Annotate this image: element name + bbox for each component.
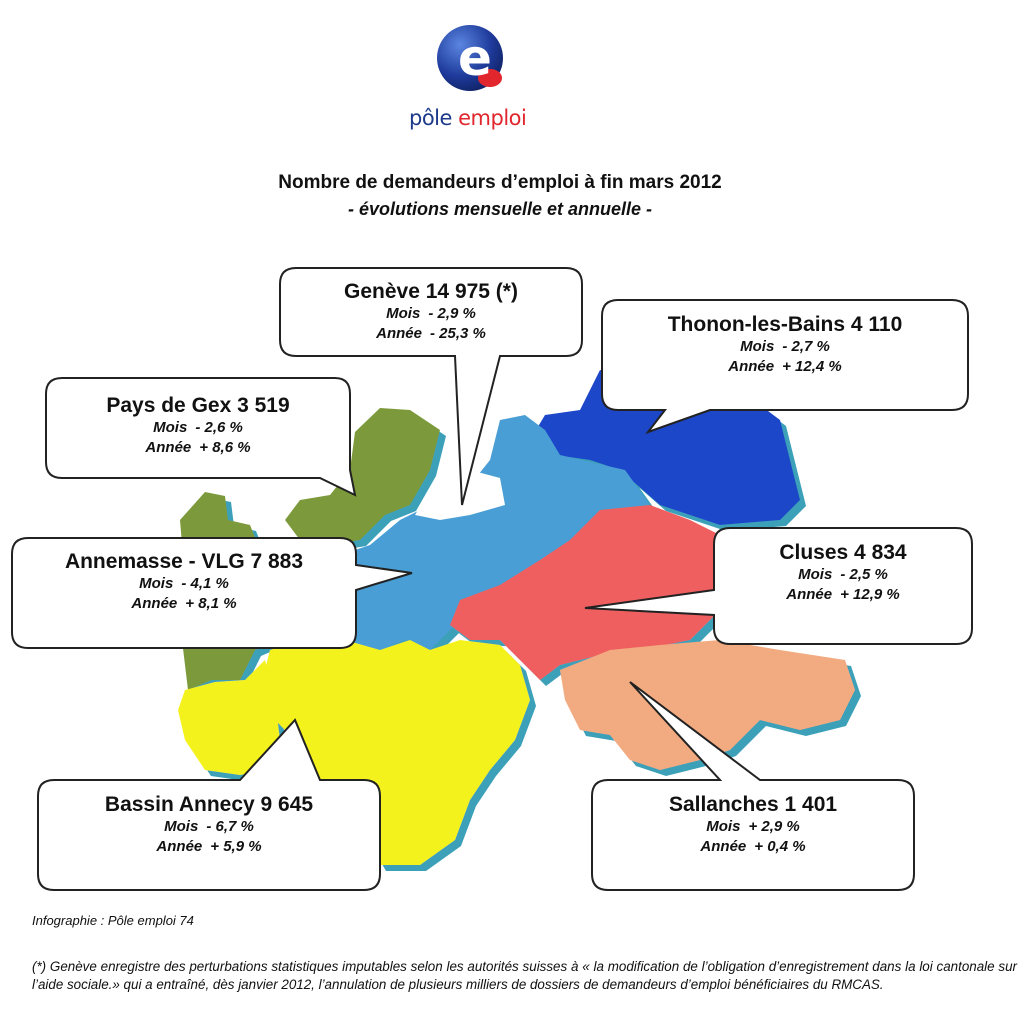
thonon-annee-label: Année [728, 358, 775, 375]
bubble-annecy [37, 718, 381, 891]
logo-word-emploi: emploi [458, 106, 527, 130]
geneve-info: Genève 14 975 (*) Mois - 2,9 % Année - 25,… [280, 280, 582, 344]
page-subtitle: - évolutions mensuelle et annuelle - [347, 199, 653, 219]
logo-wordmark: pôle emploi [409, 106, 527, 130]
logo-letter: e [458, 29, 492, 87]
bubble-geneve [279, 267, 583, 506]
sallanches-name: Sallanches 1 401 [668, 793, 838, 816]
sallanches-annee-value: + 0,4 % [754, 838, 806, 855]
zone-cluses [450, 505, 730, 680]
annemasse-mois-value: - 4,1 % [181, 575, 229, 592]
geneve-mois-value: - 2,9 % [428, 305, 476, 322]
cluses-annee-label: Année [786, 586, 833, 603]
page-title: Nombre de demandeurs d’emploi à fin mars… [278, 172, 722, 193]
cluses-annee-value: + 12,9 % [840, 586, 900, 603]
logo-word-pole: pôle [409, 106, 452, 130]
annemasse-annee-value: + 8,1 % [185, 595, 237, 612]
thonon-mois-value: - 2,7 % [782, 338, 830, 355]
zone-pays-de-gex [285, 408, 440, 545]
zone-annecy [260, 640, 530, 865]
bubble-sallanches [591, 681, 915, 891]
gex-name: Pays de Gex 3 519 [106, 394, 290, 417]
geneve-annee-value: - 25,3 % [429, 325, 486, 342]
bubble-annemasse [11, 537, 413, 649]
lake-leman [415, 470, 505, 520]
annemasse-info: Annemasse - VLG 7 883 Mois - 4,1 % Année +… [12, 550, 356, 614]
gex-info: Pays de Gex 3 519 Mois - 2,6 % Année + 8,6… [46, 394, 350, 458]
cluses-name: Cluses 4 834 [779, 541, 907, 564]
cluses-info: Cluses 4 834 Mois - 2,5 % Année + 12,9 % [714, 541, 972, 605]
logo-globe-icon: e [437, 25, 503, 91]
thonon-mois-label: Mois [740, 338, 775, 355]
zone-sallanches [560, 640, 855, 770]
gex-mois-label: Mois [153, 419, 188, 436]
annemasse-name: Annemasse - VLG 7 883 [64, 550, 304, 573]
bubble-cluses [584, 527, 973, 645]
annecy-name: Bassin Annecy 9 645 [104, 793, 314, 816]
sallanches-mois-label: Mois [706, 818, 741, 835]
annecy-info: Bassin Annecy 9 645 Mois - 6,7 % Année + 5… [38, 793, 380, 857]
annecy-mois-value: - 6,7 % [206, 818, 254, 835]
annecy-annee-label: Année [156, 838, 203, 855]
sallanches-annee-label: Année [700, 838, 747, 855]
cluses-mois-label: Mois [798, 566, 833, 583]
thonon-annee-value: + 12,4 % [782, 358, 842, 375]
annemasse-annee-label: Année [131, 595, 178, 612]
cluses-mois-value: - 2,5 % [840, 566, 888, 583]
annecy-mois-label: Mois [164, 818, 199, 835]
gex-mois-value: - 2,6 % [195, 419, 243, 436]
geneve-mois-label: Mois [386, 305, 421, 322]
region-map [11, 267, 973, 891]
zone-annecy-west [178, 660, 280, 775]
credit-line: Infographie : Pôle emploi 74 [32, 913, 194, 928]
geneve-name: Genève 14 975 (*) [344, 280, 518, 303]
gex-annee-value: + 8,6 % [199, 439, 251, 456]
annecy-annee-value: + 5,9 % [210, 838, 262, 855]
sallanches-mois-value: + 2,9 % [748, 818, 800, 835]
annemasse-mois-label: Mois [139, 575, 174, 592]
zone-geneve-annemasse [285, 415, 650, 650]
thonon-name: Thonon-les-Bains 4 110 [667, 313, 903, 336]
bubble-thonon [601, 299, 969, 435]
sallanches-info: Sallanches 1 401 Mois + 2,9 % Année + 0,4 … [592, 793, 914, 857]
geneve-annee-label: Année [376, 325, 422, 342]
gex-annee-label: Année [145, 439, 192, 456]
pole-emploi-logo: e pôle emploi [395, 18, 555, 130]
thonon-info: Thonon-les-Bains 4 110 Mois - 2,7 % Année… [602, 313, 968, 377]
bubble-gex [45, 377, 357, 497]
footnote: (*) Genève enregistre des perturbations … [32, 959, 1017, 992]
